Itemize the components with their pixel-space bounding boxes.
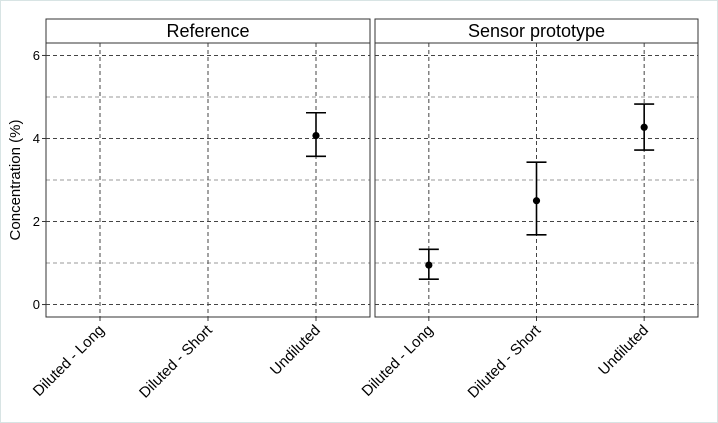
x-tick-label: Diluted - Short (465, 321, 545, 401)
facet-strip (374, 18, 699, 44)
x-tick-label: Diluted - Short (136, 321, 216, 401)
x-tick-label: Undiluted (595, 322, 652, 379)
facet-strip-title: Sensor prototype (468, 21, 605, 41)
y-axis-label: Concentration (%) (7, 120, 24, 241)
y-tick-label: 6 (33, 48, 40, 63)
x-tick-label: Diluted - Long (359, 322, 437, 400)
data-point (640, 123, 648, 131)
data-point (425, 261, 433, 269)
y-tick-label: 2 (33, 214, 40, 229)
y-tick-label: 4 (33, 131, 40, 146)
facet-strip (45, 18, 371, 44)
facet-strip-title: Reference (166, 21, 249, 41)
data-point (312, 131, 320, 140)
y-tick-label: 0 (33, 297, 40, 312)
x-tick-label: Diluted - Long (30, 322, 108, 400)
data-point (532, 197, 541, 205)
x-tick-label: Undiluted (267, 322, 324, 379)
